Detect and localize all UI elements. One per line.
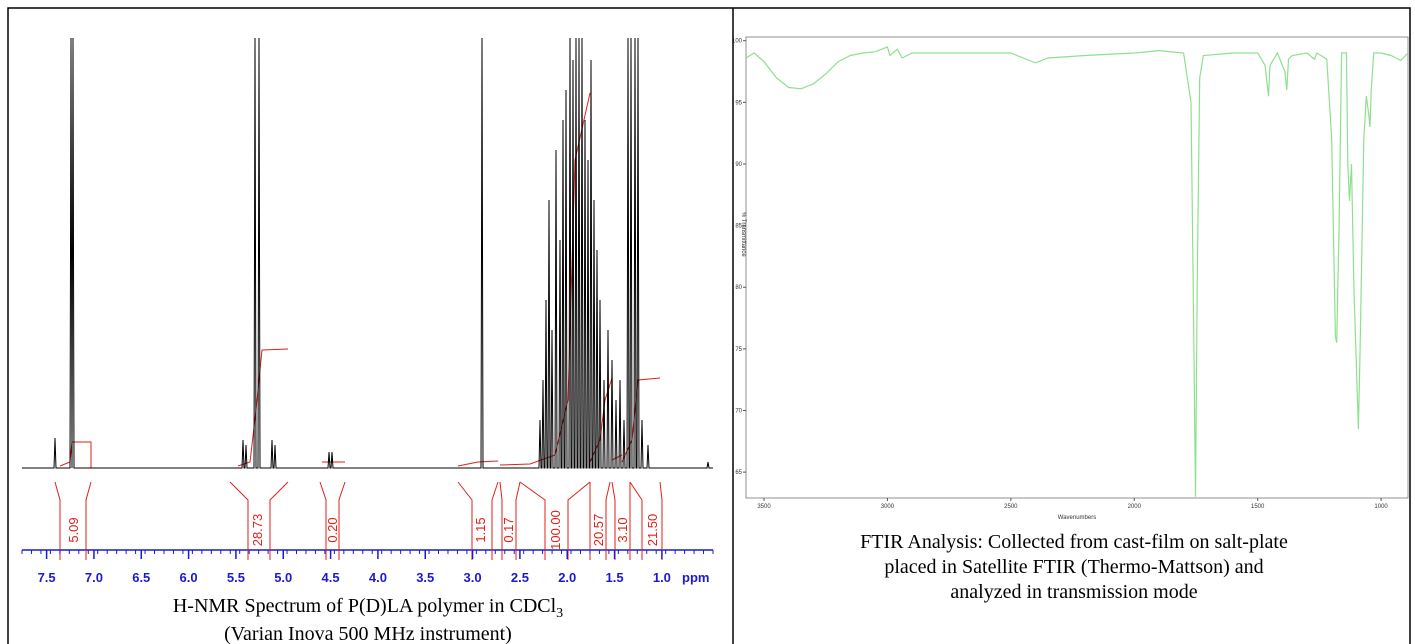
caption-text: H-NMR Spectrum of P(D)LA polymer in CDCl [173,595,557,617]
x-tick-label: 1.5 [606,570,624,585]
ftir-spectrum [745,46,1409,497]
x-tick-label: 6.0 [180,570,198,585]
nmr-caption-line: (Varian Inova 500 MHz instrument) [224,623,512,644]
nmr-spectrum [22,37,713,469]
x-tick-label: 5.5 [227,570,245,585]
x-tick-label: 2.5 [511,570,529,585]
x-tick-label: 1000 [1374,504,1388,510]
x-tick-label: 7.0 [85,570,103,585]
table-border [7,7,1411,644]
integral-label: 1.15 [473,517,488,542]
x-tick-label: 2500 [1004,504,1018,510]
integral-label: 0.17 [501,517,516,542]
x-tick-label: 7.5 [38,570,56,585]
nmr-caption: H-NMR Spectrum of P(D)LA polymer in CDCl… [173,595,563,621]
y-tick-label: 100 [732,39,743,45]
integral-label: 3.10 [615,517,630,542]
x-tick-label: 2.0 [558,570,576,585]
x-tick-label: 3000 [881,504,895,510]
ftir-frame [745,36,1409,499]
x-tick-label: 1500 [1251,504,1265,510]
x-tick-label: 2000 [1128,504,1142,510]
x-tick-label: 6.5 [132,570,150,585]
ftir-caption-line: placed in Satellite FTIR (Thermo-Mattson… [884,556,1263,578]
integral-brackets [54,481,663,560]
y-tick-label: 85 [735,224,742,230]
integral-label: 21.50 [645,514,660,547]
ftir-caption-line: FTIR Analysis: Collected from cast-film … [860,531,1288,553]
x-tick-label: 4.0 [369,570,387,585]
y-tick-label: 65 [735,470,742,476]
integral-label: 5.09 [66,517,81,542]
x-tick-label: 3.0 [464,570,482,585]
caption-subscript: 3 [556,606,563,621]
nmr-unit: ppm [682,570,709,585]
y-tick-label: 70 [735,408,742,414]
x-tick-label: 4.5 [322,570,340,585]
ftir-y-label: % Transmittance [740,212,746,257]
x-tick-label: 5.0 [274,570,292,585]
integral-label: 100.00 [548,510,563,550]
x-tick-label: 3.5 [416,570,434,585]
ftir-caption-line: analyzed in transmission mode [950,581,1197,603]
ftir-x-label: Wavenumbers [1058,515,1096,521]
integral-label: 0.20 [325,517,340,542]
y-tick-label: 95 [735,100,742,106]
x-tick-label: 1.0 [653,570,671,585]
y-tick-label: 75 [735,347,742,353]
x-tick-label: 3500 [757,504,771,510]
integral-label: 28.73 [250,514,265,547]
y-tick-label: 90 [735,162,742,168]
y-tick-label: 80 [735,285,742,291]
integral-label: 20.57 [591,514,606,547]
